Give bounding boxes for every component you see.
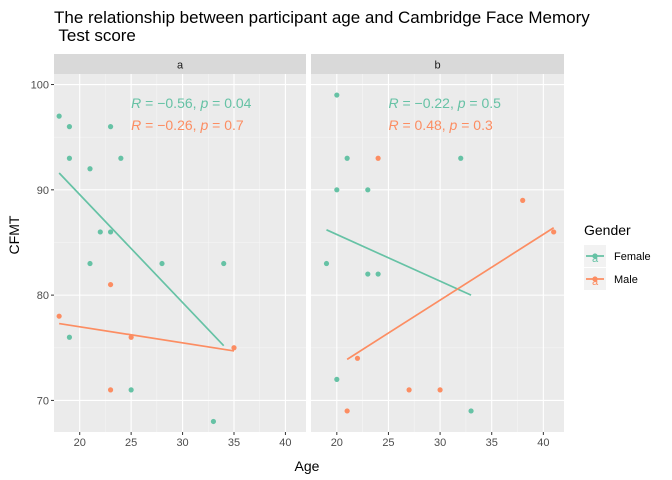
x-tick-label: 20 bbox=[331, 437, 343, 449]
panel-background bbox=[54, 74, 306, 432]
y-tick-label: 90 bbox=[37, 185, 49, 197]
data-point-female bbox=[107, 124, 114, 130]
x-tick-label: 25 bbox=[382, 437, 394, 449]
y-axis-title: CFMT bbox=[6, 215, 22, 254]
correlation-annotation: R = −0.56, p = 0.04 bbox=[131, 95, 252, 111]
data-point-female bbox=[334, 376, 340, 382]
regression-line-male bbox=[346, 227, 555, 361]
legend-key-glyph: a bbox=[592, 253, 599, 265]
facet-strip-label: a bbox=[177, 60, 184, 72]
facet-panel-a: a 20 25 30 35 40 70 80 90 100 R = −0.56, p = 0.04 R… bbox=[31, 54, 306, 449]
data-point-male bbox=[128, 334, 134, 340]
data-point-female bbox=[97, 229, 103, 235]
facet-panel-b: b 20 25 30 35 40 R = −0.22, p = 0.5 R = 0.48, p… bbox=[311, 54, 564, 449]
data-point-male bbox=[437, 387, 443, 393]
x-tick-label: 40 bbox=[537, 437, 549, 449]
correlation-annotation: R = −0.26, p = 0.7 bbox=[131, 117, 244, 133]
data-point-female bbox=[66, 124, 73, 130]
data-point-female bbox=[128, 387, 134, 393]
x-tick-label: 35 bbox=[228, 437, 240, 449]
x-tick-label: 20 bbox=[74, 437, 86, 449]
data-point-female bbox=[365, 187, 371, 193]
data-point-male bbox=[354, 355, 361, 361]
regression-line-female bbox=[58, 172, 225, 347]
data-point-female bbox=[458, 155, 464, 161]
facet-strip bbox=[311, 54, 564, 74]
legend-item-male: a Male bbox=[584, 268, 638, 290]
x-tick-label: 40 bbox=[279, 437, 291, 449]
y-tick-label: 70 bbox=[37, 395, 49, 407]
legend: Gender a Female a Male bbox=[584, 222, 651, 290]
data-point-female bbox=[334, 187, 340, 193]
legend-label: Male bbox=[614, 274, 638, 286]
data-point-male bbox=[231, 345, 237, 351]
data-point-male bbox=[551, 229, 557, 235]
x-tick-label: 30 bbox=[434, 437, 446, 449]
legend-item-female: a Female bbox=[584, 245, 651, 267]
legend-title: Gender bbox=[584, 222, 631, 238]
panel-background bbox=[311, 74, 564, 432]
x-axis-title: Age bbox=[295, 458, 320, 474]
y-tick-label: 80 bbox=[37, 290, 49, 302]
data-point-female bbox=[107, 229, 114, 235]
legend-key-point bbox=[592, 276, 598, 282]
x-tick-label: 30 bbox=[176, 437, 188, 449]
correlation-annotation: R = −0.22, p = 0.5 bbox=[388, 95, 501, 111]
data-point-female bbox=[159, 260, 165, 267]
data-point-female bbox=[334, 92, 340, 98]
data-point-female bbox=[375, 271, 381, 277]
x-tick-label: 25 bbox=[125, 437, 137, 449]
data-point-female bbox=[323, 260, 330, 267]
x-tick-label: 35 bbox=[486, 437, 498, 449]
data-point-male bbox=[107, 281, 114, 288]
data-point-female bbox=[66, 155, 73, 161]
legend-key-glyph: a bbox=[592, 276, 599, 288]
data-point-male bbox=[406, 387, 412, 393]
chart-title-line-2: Test score bbox=[54, 26, 136, 45]
data-point-female bbox=[221, 260, 227, 267]
data-point-female bbox=[344, 155, 350, 161]
legend-label: Female bbox=[614, 251, 651, 263]
data-point-female bbox=[87, 260, 93, 267]
legend-key-point bbox=[592, 253, 598, 259]
data-point-female bbox=[210, 418, 217, 425]
regression-line-female bbox=[326, 229, 472, 296]
data-point-female bbox=[118, 155, 124, 161]
correlation-annotation: R = 0.48, p = 0.3 bbox=[388, 117, 493, 133]
data-point-female bbox=[56, 113, 62, 119]
data-point-female bbox=[87, 166, 93, 172]
regression-line-male bbox=[59, 322, 235, 352]
facet-strip bbox=[54, 54, 306, 74]
data-point-male bbox=[344, 408, 350, 414]
data-point-female bbox=[468, 408, 474, 414]
panels-layer: a 20 25 30 35 40 70 80 90 100 R = −0.56, p = 0.04 R… bbox=[31, 54, 564, 449]
data-point-male bbox=[375, 155, 381, 161]
data-point-male bbox=[107, 387, 114, 393]
data-point-female bbox=[365, 271, 371, 277]
chart-title-line-1: The relationship between participant age… bbox=[54, 8, 590, 27]
data-point-male bbox=[520, 197, 526, 203]
data-point-male bbox=[56, 313, 62, 319]
facet-strip-label: b bbox=[434, 60, 440, 72]
y-tick-label: 100 bbox=[31, 80, 49, 92]
data-point-female bbox=[66, 334, 73, 340]
